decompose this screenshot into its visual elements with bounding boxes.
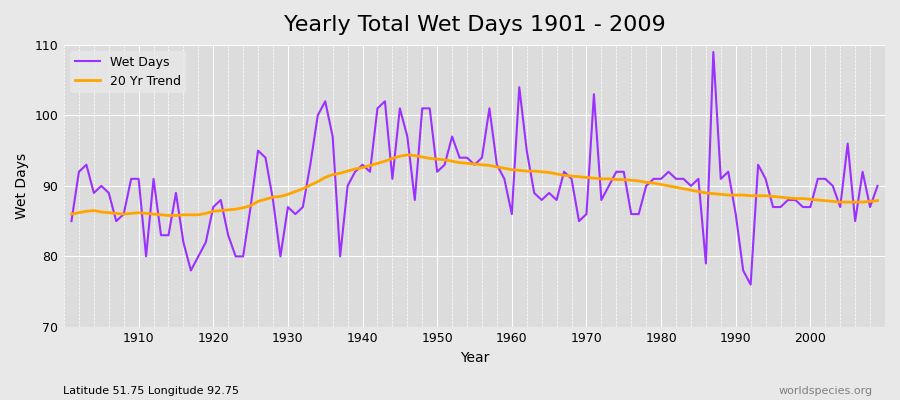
Wet Days — [708, 50, 719, 54]
Wet Days — [596, 198, 607, 202]
Line: 20 Yr Trend: 20 Yr Trend — [71, 155, 878, 216]
20 Yr Trend — [66, 212, 77, 216]
20 Yr Trend — [126, 211, 137, 216]
Wet Days — [499, 176, 509, 181]
Line: Wet Days: Wet Days — [71, 52, 878, 284]
20 Yr Trend — [872, 198, 883, 203]
Wet Days — [290, 212, 301, 216]
Wet Days — [66, 219, 77, 224]
Y-axis label: Wet Days: Wet Days — [15, 153, 29, 219]
Wet Days — [872, 184, 883, 188]
X-axis label: Year: Year — [460, 351, 490, 365]
20 Yr Trend — [514, 168, 525, 173]
20 Yr Trend — [163, 213, 174, 218]
Legend: Wet Days, 20 Yr Trend: Wet Days, 20 Yr Trend — [70, 51, 186, 93]
20 Yr Trend — [402, 152, 413, 157]
20 Yr Trend — [342, 169, 353, 174]
20 Yr Trend — [611, 177, 622, 182]
Title: Yearly Total Wet Days 1901 - 2009: Yearly Total Wet Days 1901 - 2009 — [284, 15, 665, 35]
Wet Days — [126, 176, 137, 181]
Wet Days — [335, 254, 346, 259]
20 Yr Trend — [521, 169, 532, 174]
Wet Days — [507, 212, 517, 216]
Text: worldspecies.org: worldspecies.org — [778, 386, 873, 396]
Text: Latitude 51.75 Longitude 92.75: Latitude 51.75 Longitude 92.75 — [63, 386, 239, 396]
Wet Days — [745, 282, 756, 287]
20 Yr Trend — [297, 186, 308, 191]
